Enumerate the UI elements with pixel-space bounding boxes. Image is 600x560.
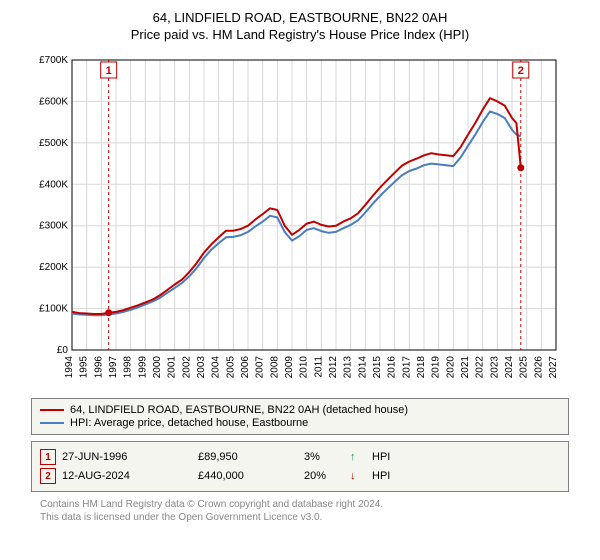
svg-text:1: 1 <box>106 65 112 77</box>
svg-text:1996: 1996 <box>93 356 104 379</box>
svg-text:1994: 1994 <box>64 356 75 379</box>
svg-text:2025: 2025 <box>519 356 530 379</box>
svg-text:2014: 2014 <box>357 356 368 379</box>
chart-area: £0 £100K £200K £300K £400K £500K £600K £700K 199… <box>20 50 580 390</box>
svg-text:£400K: £400K <box>39 179 68 190</box>
chart-title: 64, LINDFIELD ROAD, EASTBOURNE, BN22 0AH <box>10 10 590 25</box>
attribution: Contains HM Land Registry data © Crown c… <box>40 498 560 524</box>
event-date: 27-JUN-1996 <box>62 451 192 463</box>
svg-text:1995: 1995 <box>79 356 90 379</box>
svg-text:2015: 2015 <box>372 356 383 379</box>
svg-text:2010: 2010 <box>299 356 310 379</box>
svg-text:2000: 2000 <box>152 356 163 379</box>
event-price: £89,950 <box>198 451 298 463</box>
svg-text:£700K: £700K <box>39 55 68 66</box>
svg-text:2004: 2004 <box>211 356 222 379</box>
svg-text:£600K: £600K <box>39 96 68 107</box>
svg-text:2007: 2007 <box>255 356 266 379</box>
svg-text:2017: 2017 <box>401 356 412 379</box>
legend-swatch <box>40 422 64 424</box>
svg-text:2013: 2013 <box>343 356 354 379</box>
chart-subtitle: Price paid vs. HM Land Registry's House … <box>10 27 590 42</box>
svg-text:£500K: £500K <box>39 138 68 149</box>
legend-item: 64, LINDFIELD ROAD, EASTBOURNE, BN22 0AH… <box>40 404 560 416</box>
arrow-down-icon: ↓ <box>350 470 366 482</box>
svg-text:2019: 2019 <box>431 356 442 379</box>
svg-text:2027: 2027 <box>548 356 559 379</box>
svg-text:2006: 2006 <box>240 356 251 379</box>
event-date: 12-AUG-2024 <box>62 470 192 482</box>
svg-text:2022: 2022 <box>475 356 486 379</box>
svg-text:2009: 2009 <box>284 356 295 379</box>
svg-text:2002: 2002 <box>181 356 192 379</box>
event-marker: 2 <box>40 468 56 484</box>
svg-text:2021: 2021 <box>460 356 471 379</box>
event-suffix: HPI <box>372 451 390 463</box>
svg-text:2026: 2026 <box>533 356 544 379</box>
svg-text:2008: 2008 <box>269 356 280 379</box>
event-suffix: HPI <box>372 470 390 482</box>
legend-label: HPI: Average price, detached house, East… <box>70 417 308 429</box>
svg-text:2018: 2018 <box>416 356 427 379</box>
svg-text:2012: 2012 <box>328 356 339 379</box>
svg-text:2005: 2005 <box>225 356 236 379</box>
svg-text:£100K: £100K <box>39 304 68 315</box>
svg-text:2011: 2011 <box>313 356 324 378</box>
svg-text:2024: 2024 <box>504 356 515 379</box>
svg-text:£200K: £200K <box>39 262 68 273</box>
legend-swatch <box>40 409 64 411</box>
svg-text:2: 2 <box>518 65 524 77</box>
event-row: 2 12-AUG-2024 £440,000 20% ↓ HPI <box>40 468 560 484</box>
legend-item: HPI: Average price, detached house, East… <box>40 417 560 429</box>
svg-text:2001: 2001 <box>167 356 178 379</box>
event-row: 1 27-JUN-1996 £89,950 3% ↑ HPI <box>40 449 560 465</box>
svg-text:2003: 2003 <box>196 356 207 379</box>
svg-text:1997: 1997 <box>108 356 119 379</box>
event-marker: 1 <box>40 449 56 465</box>
svg-text:2016: 2016 <box>387 356 398 379</box>
chart-svg: £0 £100K £200K £300K £400K £500K £600K £700K 199… <box>20 50 580 390</box>
legend-label: 64, LINDFIELD ROAD, EASTBOURNE, BN22 0AH… <box>70 404 408 416</box>
svg-text:£300K: £300K <box>39 221 68 232</box>
svg-text:1999: 1999 <box>137 356 148 379</box>
svg-text:2023: 2023 <box>489 356 500 379</box>
svg-text:£0: £0 <box>57 345 69 356</box>
legend-box: 64, LINDFIELD ROAD, EASTBOURNE, BN22 0AH… <box>31 398 569 435</box>
svg-text:2020: 2020 <box>445 356 456 379</box>
attribution-line-2: This data is licensed under the Open Gov… <box>40 511 560 524</box>
arrow-up-icon: ↑ <box>350 451 366 463</box>
events-box: 1 27-JUN-1996 £89,950 3% ↑ HPI 2 12-AUG-2024 £44… <box>31 441 569 492</box>
attribution-line-1: Contains HM Land Registry data © Crown c… <box>40 498 560 511</box>
svg-text:1998: 1998 <box>123 356 134 379</box>
event-price: £440,000 <box>198 470 298 482</box>
event-pct: 3% <box>304 451 344 463</box>
event-pct: 20% <box>304 470 344 482</box>
